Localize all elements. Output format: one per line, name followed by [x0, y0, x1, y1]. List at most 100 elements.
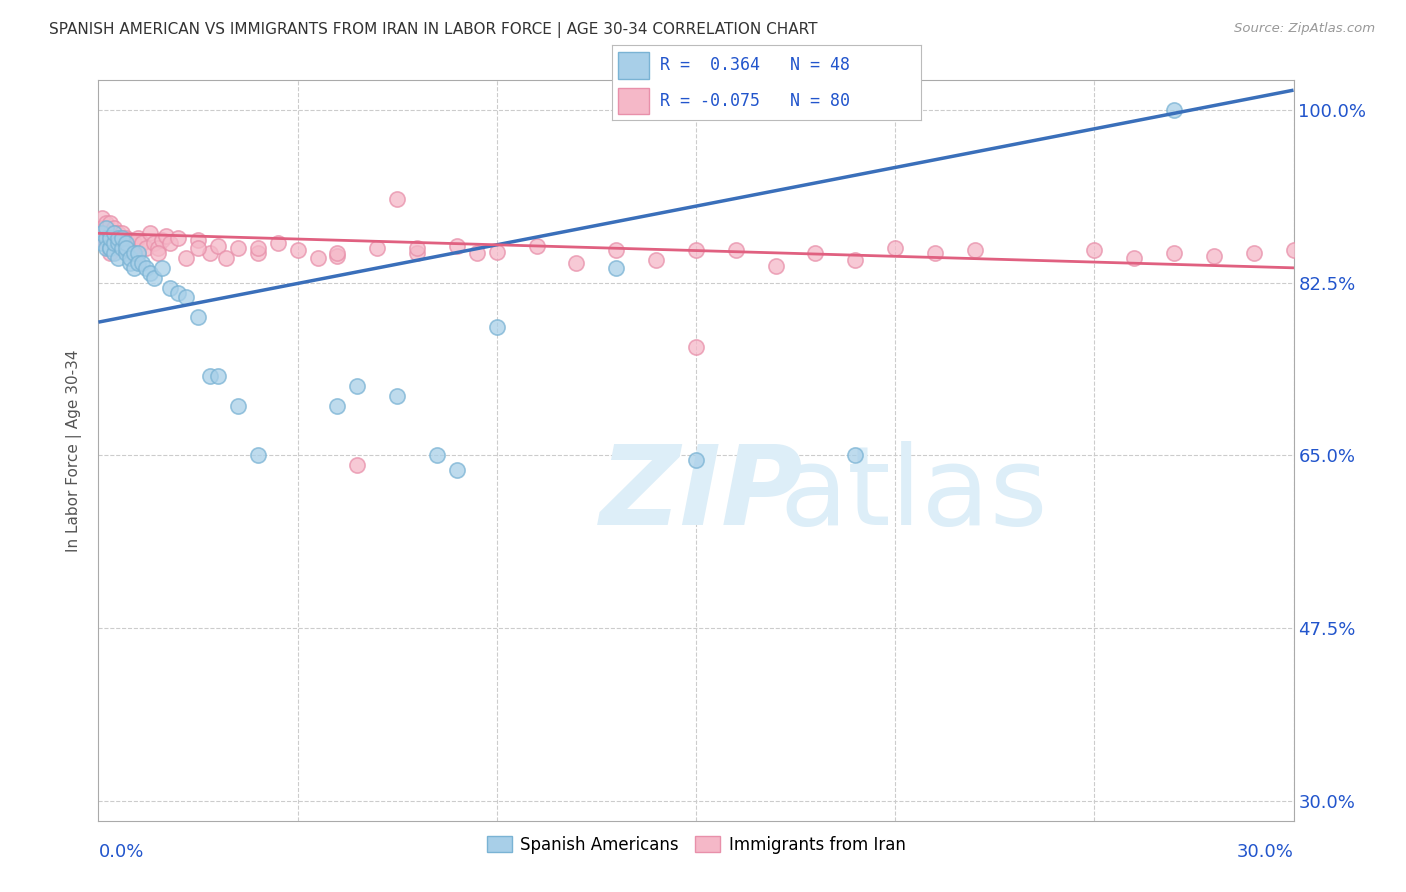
Point [91, 227, 114, 241]
Point [120, 256, 142, 270]
Point [346, 379, 368, 393]
Point [346, 458, 368, 473]
Text: R =  0.364   N = 48: R = 0.364 N = 48 [659, 56, 849, 74]
Point [155, 229, 177, 244]
Point [765, 259, 787, 273]
Text: R = -0.075   N = 80: R = -0.075 N = 80 [659, 92, 849, 110]
Text: ZIP: ZIP [600, 442, 804, 549]
Point [844, 252, 866, 267]
Point [91, 211, 114, 226]
Point [143, 270, 166, 285]
Point [98, 241, 122, 255]
Point [127, 246, 149, 260]
Point [226, 399, 249, 413]
Point [148, 241, 170, 255]
Point [485, 245, 508, 260]
Point [98, 241, 122, 255]
Point [103, 236, 125, 251]
Point [91, 236, 114, 251]
Point [287, 243, 309, 257]
Point [267, 236, 290, 251]
Point [1282, 243, 1305, 257]
Point [124, 260, 146, 275]
Y-axis label: In Labor Force | Age 30-34: In Labor Force | Age 30-34 [66, 349, 83, 552]
Point [115, 246, 138, 260]
Point [685, 453, 707, 467]
Point [124, 246, 146, 260]
Point [446, 239, 468, 253]
Point [143, 236, 166, 251]
Point [148, 246, 170, 260]
Point [1083, 243, 1105, 257]
Point [844, 449, 866, 463]
Point [605, 243, 627, 257]
Point [246, 241, 269, 255]
Point [215, 251, 238, 265]
Point [174, 251, 197, 265]
Point [98, 231, 122, 245]
Point [924, 246, 946, 260]
Point [167, 285, 190, 300]
Text: Source: ZipAtlas.com: Source: ZipAtlas.com [1234, 22, 1375, 36]
Point [135, 241, 157, 255]
Point [426, 449, 449, 463]
Point [91, 231, 114, 245]
Point [120, 233, 142, 247]
Point [1163, 246, 1185, 260]
Point [107, 231, 129, 245]
Text: atlas: atlas [779, 442, 1047, 549]
Point [111, 239, 134, 253]
Point [103, 221, 125, 235]
Point [111, 231, 134, 245]
Point [963, 243, 986, 257]
Point [645, 252, 668, 267]
Point [127, 246, 149, 260]
Point [465, 246, 488, 260]
Point [96, 231, 118, 245]
Point [107, 241, 129, 255]
Point [91, 221, 114, 235]
Point [385, 389, 409, 403]
Point [724, 243, 747, 257]
Point [103, 246, 125, 260]
Point [526, 239, 548, 253]
Point [98, 241, 122, 255]
Point [198, 369, 221, 384]
Text: 0.0%: 0.0% [98, 843, 143, 861]
Point [107, 227, 129, 241]
Point [198, 246, 221, 260]
Point [139, 227, 162, 241]
Point [685, 243, 707, 257]
Point [96, 227, 118, 241]
Point [326, 246, 349, 260]
Point [98, 227, 122, 241]
Point [120, 251, 142, 265]
Point [135, 260, 157, 275]
Point [96, 221, 118, 235]
Point [103, 227, 125, 241]
Point [96, 216, 118, 230]
Point [406, 241, 429, 255]
Point [565, 256, 588, 270]
Point [111, 241, 134, 255]
Point [385, 192, 409, 206]
Point [98, 246, 122, 260]
Point [326, 399, 349, 413]
Point [127, 256, 149, 270]
Point [115, 241, 138, 255]
Bar [617, 87, 648, 114]
Point [98, 231, 122, 245]
Point [139, 266, 162, 280]
Point [107, 251, 129, 265]
Point [366, 241, 388, 255]
Point [120, 246, 142, 260]
Point [111, 227, 134, 241]
Point [406, 246, 429, 260]
Point [187, 233, 209, 247]
Point [307, 251, 329, 265]
Point [226, 241, 249, 255]
Point [1123, 251, 1146, 265]
Point [115, 231, 138, 245]
Point [326, 249, 349, 263]
Point [91, 227, 114, 241]
